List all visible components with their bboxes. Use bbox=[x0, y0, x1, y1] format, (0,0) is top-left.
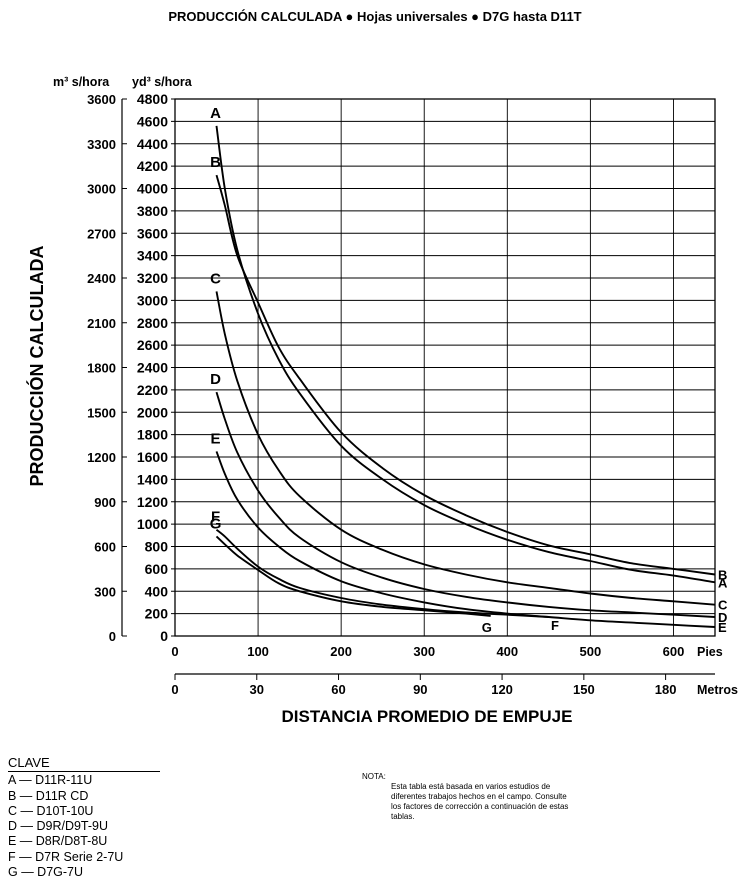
series-line-c bbox=[215, 291, 716, 606]
y-tick-label-m3: 1500 bbox=[87, 405, 116, 420]
x-axis-title: DISTANCIA PROMEDIO DE EMPUJE bbox=[282, 707, 573, 726]
series-start-label-g: G bbox=[210, 515, 222, 532]
series-end-label-a: A bbox=[718, 575, 728, 590]
y-tick-label-yd3: 4600 bbox=[137, 113, 168, 129]
series-end-label-b: B bbox=[718, 567, 727, 582]
x-tick-label-m: 90 bbox=[413, 682, 427, 697]
y-unit-yd3: yd³ s/hora bbox=[132, 75, 193, 89]
y-tick-label-yd3: 2800 bbox=[137, 315, 168, 331]
y-tick-label-m3: 1200 bbox=[87, 450, 116, 465]
y-axis-title: PRODUCCIÓN CALCULADA bbox=[26, 246, 47, 487]
y-tick-label-yd3: 4000 bbox=[137, 181, 168, 197]
y-tick-label-yd3: 1600 bbox=[137, 449, 168, 465]
y-tick-label-m3: 3000 bbox=[87, 182, 116, 197]
series-end-label-e: E bbox=[718, 620, 727, 635]
y-tick-label-yd3: 1400 bbox=[137, 471, 168, 487]
chart-grid bbox=[174, 98, 716, 637]
series-start-label-a: A bbox=[210, 105, 221, 122]
x-tick-label-ft: 200 bbox=[330, 644, 352, 659]
note: NOTA: Esta tabla está basada en varios e… bbox=[362, 772, 572, 822]
series-line-g bbox=[215, 535, 491, 617]
y-tick-label-m3: 2700 bbox=[87, 226, 116, 241]
series-line-e bbox=[215, 451, 716, 628]
series-start-label-d: D bbox=[210, 371, 221, 388]
y-tick-label-yd3: 3800 bbox=[137, 203, 168, 219]
y-tick-label-yd3: 3000 bbox=[137, 292, 168, 308]
y-tick-label-yd3: 600 bbox=[145, 561, 169, 577]
y-tick-label-m3: 3300 bbox=[87, 137, 116, 152]
y-tick-label-yd3: 2200 bbox=[137, 382, 168, 398]
legend-key-item: A — D11R-11U bbox=[8, 773, 93, 788]
y-tick-label-yd3: 800 bbox=[145, 539, 169, 555]
y-tick-label-yd3: 2000 bbox=[137, 404, 168, 420]
series-line-a bbox=[215, 125, 716, 584]
x-tick-label-ft: 600 bbox=[663, 644, 685, 659]
x-unit-ft: Pies bbox=[697, 645, 723, 659]
x-unit-m: Metros bbox=[697, 683, 738, 697]
note-lead: NOTA: bbox=[362, 772, 386, 781]
y-tick-label-yd3: 4800 bbox=[137, 91, 168, 107]
y-tick-label-m3: 600 bbox=[94, 540, 116, 555]
series-end-label-d: D bbox=[718, 610, 727, 625]
series-end-label-g: G bbox=[482, 620, 492, 635]
y-tick-label-yd3: 3200 bbox=[137, 270, 168, 286]
y-tick-label-yd3: 1000 bbox=[137, 516, 168, 532]
x-tick-label-m: 30 bbox=[250, 682, 264, 697]
y-tick-label-m3: 0 bbox=[109, 629, 116, 644]
y-tick-label-yd3: 2400 bbox=[137, 360, 168, 376]
y-tick-label-m3: 300 bbox=[94, 584, 116, 599]
y-tick-label-yd3: 2600 bbox=[137, 337, 168, 353]
y-unit-m3: m³ s/hora bbox=[53, 75, 110, 89]
y-tick-label-m3: 900 bbox=[94, 495, 116, 510]
y-tick-label-yd3: 4200 bbox=[137, 158, 168, 174]
legend-key: CLAVE A — D11R-11U B — D11R CD C — D10T-… bbox=[8, 755, 160, 880]
series-line-f bbox=[215, 528, 549, 618]
series-end-label-c: C bbox=[718, 598, 728, 613]
y-tick-label-yd3: 1800 bbox=[137, 427, 168, 443]
x-tick-label-ft: 0 bbox=[171, 644, 178, 659]
y-tick-label-m3: 2100 bbox=[87, 316, 116, 331]
x-tick-label-m: 120 bbox=[491, 682, 513, 697]
legend-key-item: F — D7R Serie 2-7U bbox=[8, 849, 124, 864]
legend-key-item: C — D10T-10U bbox=[8, 803, 94, 818]
x-tick-label-m: 0 bbox=[171, 682, 178, 697]
x-tick-label-ft: 300 bbox=[413, 644, 435, 659]
x-tick-label-ft: 100 bbox=[247, 644, 269, 659]
x-tick-label-ft: 500 bbox=[580, 644, 602, 659]
series-start-label-e: E bbox=[211, 430, 221, 447]
legend-key-item: D — D9R/D9T-9U bbox=[8, 819, 109, 834]
legend-key-title: CLAVE bbox=[8, 755, 160, 773]
series-start-label-b: B bbox=[210, 154, 221, 171]
y-tick-label-yd3: 3600 bbox=[137, 225, 168, 241]
y-tick-label-yd3: 0 bbox=[160, 628, 168, 644]
series-line-d bbox=[215, 391, 716, 618]
legend-key-item: E — D8R/D8T-8U bbox=[8, 834, 108, 849]
series-end-label-f: F bbox=[551, 618, 559, 633]
x-tick-label-m: 180 bbox=[655, 682, 677, 697]
y-tick-label-yd3: 4400 bbox=[137, 136, 168, 152]
y-tick-label-m3: 1800 bbox=[87, 361, 116, 376]
x-tick-label-m: 150 bbox=[573, 682, 595, 697]
series-start-label-c: C bbox=[210, 270, 221, 287]
x-tick-label-m: 60 bbox=[331, 682, 345, 697]
chart-title: PRODUCCIÓN CALCULADA ● Hojas universales… bbox=[168, 9, 581, 24]
series-start-label-f: F bbox=[211, 509, 220, 526]
y-tick-label-yd3: 200 bbox=[145, 606, 169, 622]
legend-key-item: G — D7G-7U bbox=[8, 865, 84, 880]
note-text: Esta tabla está basada en varios estudio… bbox=[391, 782, 569, 821]
y-tick-label-yd3: 3400 bbox=[137, 248, 168, 264]
y-tick-label-yd3: 1200 bbox=[137, 494, 168, 510]
y-tick-label-m3: 3600 bbox=[87, 92, 116, 107]
series-line-b bbox=[215, 174, 716, 576]
y-tick-label-yd3: 400 bbox=[145, 583, 169, 599]
y-tick-label-m3: 2400 bbox=[87, 271, 116, 286]
x-tick-label-ft: 400 bbox=[496, 644, 518, 659]
legend-key-item: B — D11R CD bbox=[8, 788, 89, 803]
chart-axes: 0200400600800100012001400160018002000220… bbox=[87, 91, 715, 697]
